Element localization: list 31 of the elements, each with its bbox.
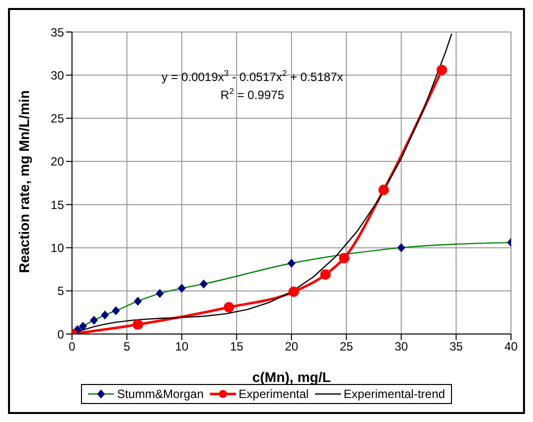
y-tick-label: 10 — [50, 240, 64, 255]
y-tick-label: 35 — [50, 25, 64, 40]
y-tick-label: 20 — [50, 154, 64, 169]
point — [320, 269, 331, 280]
x-tick-label: 0 — [68, 340, 76, 354]
legend-label: Stumm&Morgan — [116, 387, 204, 401]
annotation: R$^{2}$ = 0.9975 — [220, 86, 285, 102]
annotation: y = 0.0019x$^{3}$ - 0.0517x$^{2}$ + 0.5187x — [162, 68, 344, 84]
x-tick-label: 35 — [449, 340, 464, 354]
x-tick-label: 10 — [175, 340, 189, 354]
y-tick-label: 25 — [50, 112, 64, 126]
point — [132, 319, 144, 330]
point — [378, 184, 389, 196]
point — [436, 64, 448, 76]
y-tick-label: 15 — [50, 198, 64, 212]
y-tick-label: 5 — [57, 284, 64, 298]
x-tick-label: 15 — [230, 340, 244, 354]
y-axis-title: Reaction rate, mg Mn/L/min — [16, 90, 32, 273]
x-axis-title: c(Mn), mg/L — [252, 369, 332, 385]
x-tick-label: 30 — [394, 340, 408, 354]
point — [338, 252, 350, 264]
x-tick-label: 20 — [284, 340, 298, 354]
legend-label: Experimental-trend — [342, 387, 446, 401]
point — [224, 302, 234, 312]
y-tick-label: 0 — [57, 327, 64, 342]
y-tick-label: 30 — [50, 68, 64, 82]
point — [288, 286, 299, 297]
x-tick-label: 25 — [340, 340, 354, 354]
legend-label: Experimental — [238, 387, 309, 401]
x-tick-label: 5 — [124, 340, 131, 354]
x-tick-label: 40 — [504, 340, 518, 354]
